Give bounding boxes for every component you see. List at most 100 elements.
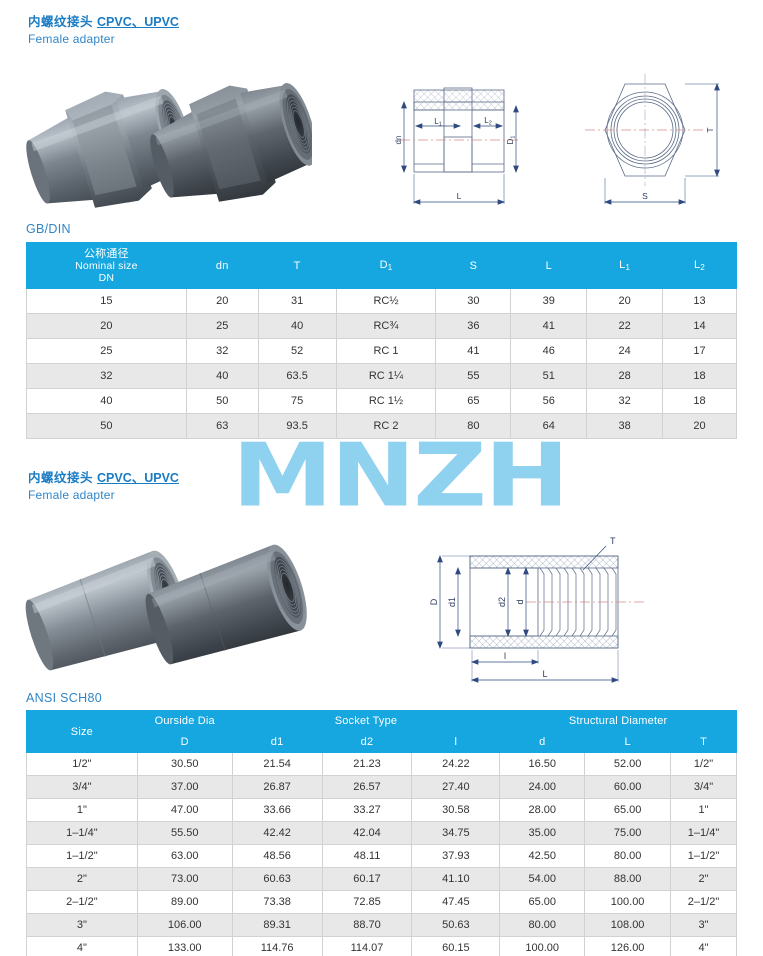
header-d1: D1: [335, 242, 437, 289]
table-cell: 60.17: [321, 867, 413, 891]
dim-label-L-ansi: L: [542, 669, 547, 679]
table-cell: 30.58: [411, 798, 501, 822]
table-row: 2–1/2" 89.00 73.38 72.85 47.45 65.00 100.00 2–1…: [26, 890, 737, 914]
table-cell: 41: [510, 313, 588, 339]
section-1-title-en: Female adapter: [28, 32, 115, 46]
section-2-title-en: Female adapter: [28, 488, 115, 502]
table-cell: 80.00: [499, 913, 586, 937]
table-cell: 47.45: [411, 890, 501, 914]
drawing-gbdin-section: dn L1 L2 D1: [392, 62, 572, 217]
table-cell: 20: [26, 313, 187, 339]
table-cell: 18: [662, 388, 737, 414]
table-cell: 26.57: [321, 775, 413, 799]
header-s: S: [435, 242, 512, 289]
table-cell: 27.40: [411, 775, 501, 799]
table-cell: RC 1½: [335, 388, 437, 414]
header-structural-diameter: Structural Diameter: [499, 710, 737, 732]
table-cell: 32: [26, 363, 187, 389]
product-photo-female-adapter-plain: [22, 528, 312, 678]
table-cell: 31: [257, 288, 337, 314]
table-cell: 1/2": [670, 752, 737, 776]
table-cell: 65.00: [584, 798, 672, 822]
header-t: T: [257, 242, 337, 289]
table-cell: 100.00: [584, 890, 672, 914]
table-row: 1–1/4" 55.50 42.42 42.04 34.75 35.00 75.00 1–1/…: [26, 821, 737, 845]
table-cell: 48.56: [231, 844, 323, 868]
table-cell: 89.31: [231, 913, 323, 937]
table-cell: RC 1: [335, 338, 437, 364]
dim-label-dn: dn: [394, 136, 403, 145]
table-cell: 56: [510, 388, 588, 414]
table-cell: 24.00: [499, 775, 586, 799]
table-cell: 60.00: [584, 775, 672, 799]
table-row: 20 25 40 RC¾ 36 41 22 14: [26, 313, 737, 339]
table-cell: 17: [662, 338, 737, 364]
table-cell: 36: [435, 313, 512, 339]
table-cell: 89.00: [136, 890, 233, 914]
table-cell: 20: [662, 413, 737, 439]
table-cell: 114.07: [321, 936, 413, 956]
subheader-l: l: [411, 731, 501, 753]
table-cell: RC 1¼: [335, 363, 437, 389]
table-cell: 2–1/2": [670, 890, 737, 914]
section-1-title: 内螺纹接头 CPVC、UPVC Female adapter: [28, 14, 179, 47]
table-cell: 2": [26, 867, 138, 891]
table-cell: 25: [26, 338, 187, 364]
table-cell: 22: [586, 313, 664, 339]
section-1-title-cn: 内螺纹接头 CPVC、UPVC: [28, 14, 179, 30]
table-cell: 3/4": [26, 775, 138, 799]
table-cell: 20: [185, 288, 259, 314]
table-cell: 1–1/2": [26, 844, 138, 868]
table-cell: 28.00: [499, 798, 586, 822]
table-row: 15 20 31 RC½ 30 39 20 13: [26, 288, 737, 314]
dim-label-d1: D1: [506, 136, 517, 145]
table-cell: 80: [435, 413, 512, 439]
table-cell: 73.00: [136, 867, 233, 891]
table-cell: 93.5: [257, 413, 337, 439]
table-cell: 63.5: [257, 363, 337, 389]
table-cell: 3": [670, 913, 737, 937]
table-cell: 33.66: [231, 798, 323, 822]
drawing-gbdin-endview: T S: [565, 62, 750, 217]
section-2-title: 内螺纹接头 CPVC、UPVC Female adapter: [28, 470, 179, 503]
table-cell: 60.15: [411, 936, 501, 956]
table-cell: 37.93: [411, 844, 501, 868]
header-size: Size: [26, 710, 138, 753]
table-cell: 25: [185, 313, 259, 339]
subheader-L: L: [584, 731, 672, 753]
table-cell: 80.00: [584, 844, 672, 868]
table-ansi-sub-header-row: D d1 d2 l d L T: [27, 731, 737, 753]
table-row: 4" 133.00 114.76 114.07 60.15 100.00 126.00 4": [26, 936, 737, 956]
table-ansi-head: Size Ourside Dia Socket Type Structural …: [26, 710, 737, 753]
table-row: 50 63 93.5 RC 2 80 64 38 20: [26, 413, 737, 439]
table-cell: 46: [510, 338, 588, 364]
table-cell: 21.23: [321, 752, 413, 776]
dim-label-l1: L1: [434, 117, 442, 128]
table-row: 2" 73.00 60.63 60.17 41.10 54.00 88.00 2": [26, 867, 737, 891]
table-cell: 51: [510, 363, 588, 389]
table-cell: 88.00: [584, 867, 672, 891]
table-cell: 52: [257, 338, 337, 364]
table-cell: 63: [185, 413, 259, 439]
table-cell: 40: [257, 313, 337, 339]
header-l1: L1: [586, 242, 664, 289]
dim-label-l-small-ansi: l: [504, 651, 506, 661]
subheader-T: T: [670, 731, 737, 753]
table-row: 32 40 63.5 RC 1¼ 55 51 28 18: [26, 363, 737, 389]
dim-label-d-small-ansi: d: [515, 599, 525, 604]
dim-label-l2: L2: [484, 116, 492, 127]
table-cell: 39: [510, 288, 588, 314]
table-cell: 35.00: [499, 821, 586, 845]
table-gbdin-body: 15 20 31 RC½ 30 39 20 13 20 25 40 RC¾ 36 41 22 14 25 32 52…: [26, 288, 737, 439]
table-cell: 30.50: [136, 752, 233, 776]
table-ansi: Size Ourside Dia Socket Type Structural …: [26, 710, 737, 956]
table-cell: 54.00: [499, 867, 586, 891]
table-row: 3/4" 37.00 26.87 26.57 27.40 24.00 60.00 3/4": [26, 775, 737, 799]
table-cell: 52.00: [584, 752, 672, 776]
table-cell: RC 2: [335, 413, 437, 439]
table-cell: 64: [510, 413, 588, 439]
table-cell: 50: [185, 388, 259, 414]
table-gbdin: 公称通径 Nominal size DN dn T D1 S L L1 L2 1…: [26, 242, 737, 439]
table-cell: 34.75: [411, 821, 501, 845]
